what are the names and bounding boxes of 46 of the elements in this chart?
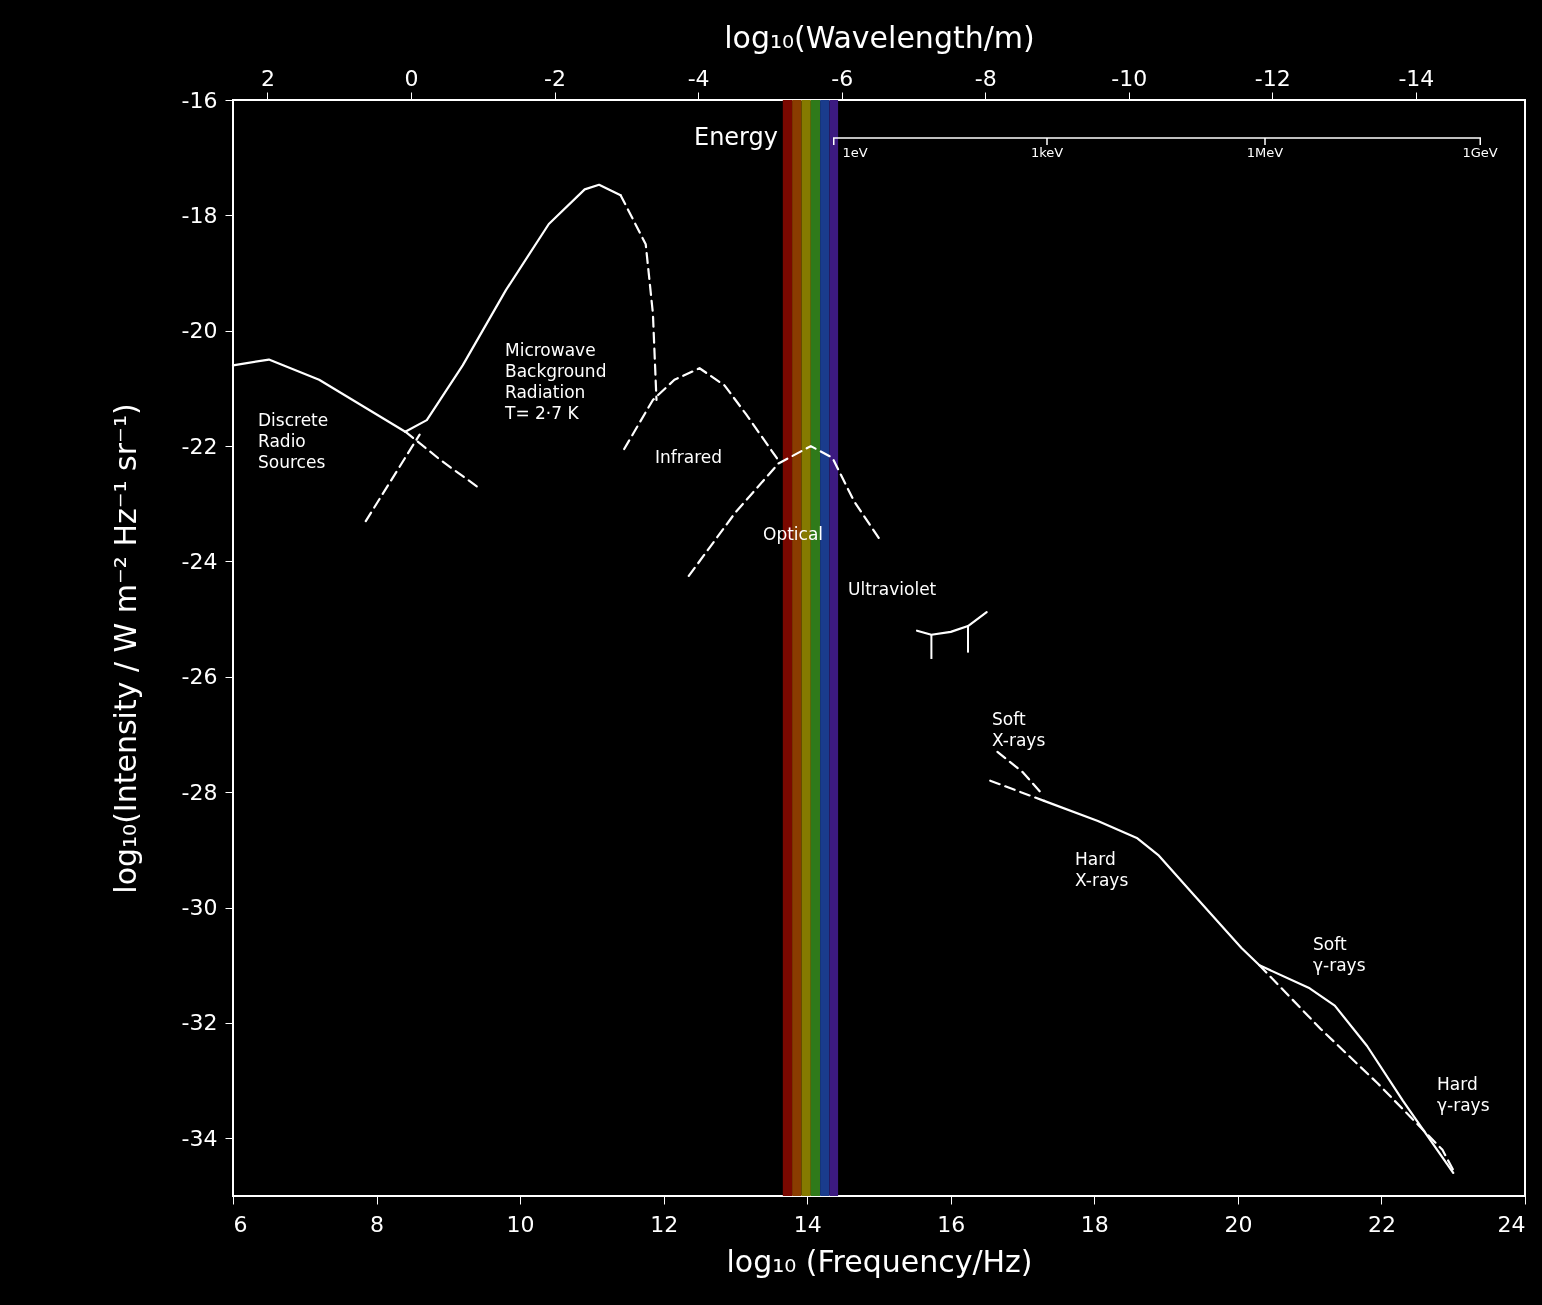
y-tick-label: -24 [181,548,218,574]
x-axis-title: log₁₀ (Frequency/Hz) [726,1243,1033,1279]
x2-axis-title: log₁₀(Wavelength/m) [724,19,1035,55]
y-tick-label: -18 [181,202,218,228]
x-tick-label: 20 [1224,1211,1253,1237]
y-tick-label: -16 [181,87,218,113]
annotation: Energy [693,123,778,151]
y-tick-label: -22 [181,433,218,459]
x-tick-label: 18 [1080,1211,1109,1237]
x-tick-label: 16 [937,1211,966,1237]
annotation: 1eV [842,145,868,160]
annotation: Hard X-rays [1075,849,1129,890]
annotation: 1MeV [1246,145,1284,160]
x2-tick-label: -8 [974,65,997,91]
x2-tick-label: 0 [404,65,419,91]
x-tick-label: 8 [370,1211,385,1237]
x2-tick-label: -4 [687,65,710,91]
x-tick-label: 10 [506,1211,535,1237]
y-tick-label: -28 [181,779,218,805]
x-tick-label: 14 [793,1211,822,1237]
y-tick-label: -30 [181,895,218,921]
y-tick-label: -26 [181,664,218,690]
x2-tick-label: 2 [260,65,275,91]
annotation: Hard γ-rays [1437,1074,1490,1115]
x-tick-label: 6 [233,1211,248,1237]
x-tick-label: 12 [650,1211,679,1237]
annotation: Ultraviolet [848,579,937,599]
x2-tick-label: -12 [1254,65,1291,91]
annotation: Soft X-rays [992,709,1046,750]
y-axis-title: log₁₀(Intensity / W m⁻² Hz⁻¹ sr⁻¹) [107,403,143,894]
x2-tick-label: -6 [831,65,854,91]
annotation: 1GeV [1462,145,1498,160]
y-tick-label: -20 [181,318,218,344]
x2-tick-label: -2 [544,65,567,91]
x-tick-label: 22 [1367,1211,1396,1237]
annotation: Optical [763,524,824,544]
annotation: 1keV [1030,145,1064,160]
annotation: Microwave Background Radiation T= 2·7 K [504,340,607,423]
x-tick-label: 24 [1497,1211,1526,1237]
y-tick-label: -34 [181,1125,218,1151]
y-tick-label: -32 [181,1010,218,1036]
annotation: Soft γ-rays [1313,934,1366,975]
x2-tick-label: -14 [1398,65,1435,91]
x2-tick-label: -10 [1111,65,1148,91]
annotation: Discrete Radio Sources [258,410,329,472]
annotation: Infrared [655,447,723,467]
